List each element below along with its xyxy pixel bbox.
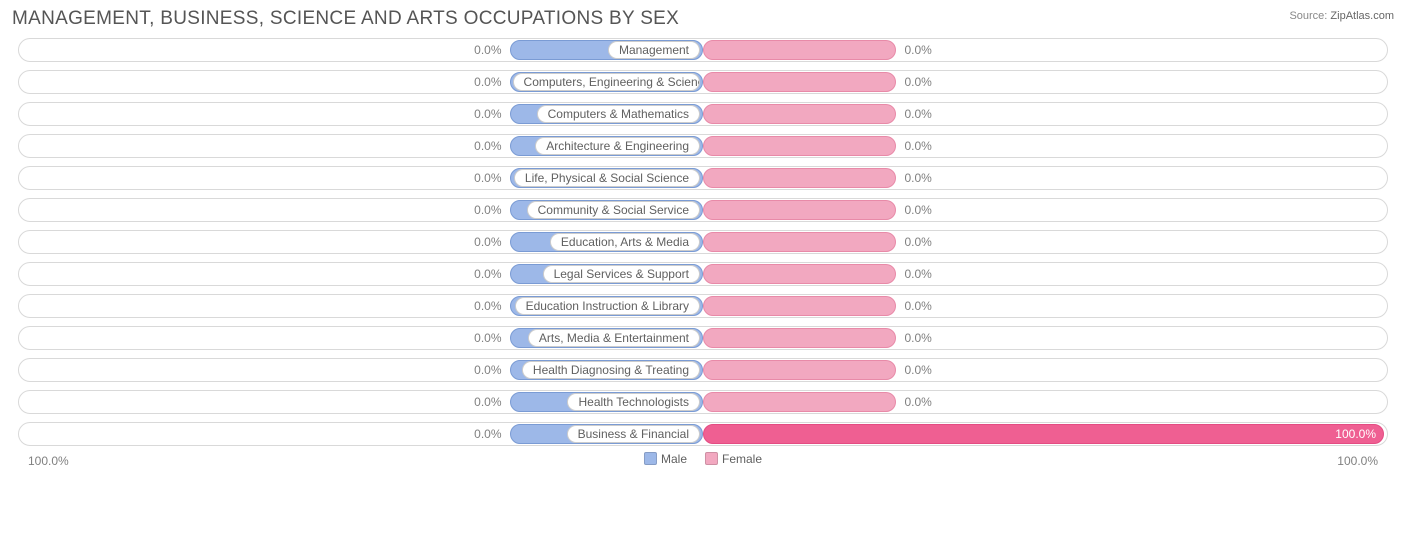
category-label-pill: Arts, Media & Entertainment [528,329,700,347]
source-value: ZipAtlas.com [1330,10,1394,22]
male-value-label: 0.0% [474,171,501,185]
legend: Male Female [644,452,762,466]
male-bar: Business & Financial [510,424,703,444]
male-value-label: 0.0% [474,395,501,409]
female-value-label: 0.0% [904,363,931,377]
female-value-label: 100.0% [1335,427,1376,441]
category-label-pill: Management [608,41,700,59]
chart-row: 0.0% Health Technologists 0.0% [12,388,1394,416]
category-label-pill: Education Instruction & Library [515,297,700,315]
male-bar: Education, Arts & Media [510,232,703,252]
female-value-label: 0.0% [904,267,931,281]
male-value-label: 0.0% [474,299,501,313]
female-value-label: 0.0% [904,171,931,185]
axis-left-label: 100.0% [28,454,69,468]
legend-label: Male [661,452,687,466]
male-value-label: 0.0% [474,331,501,345]
occupations-chart: 0.0% Management 0.0% 0.0% Computers, Enginee… [12,36,1394,448]
category-label-pill: Education, Arts & Media [550,233,700,251]
chart-row: 0.0% Life, Physical & Social Science 0.0% [12,164,1394,192]
category-label-pill: Business & Financial [567,425,700,443]
chart-row: 0.0% Education Instruction & Library 0.0% [12,292,1394,320]
male-bar: Community & Social Service [510,200,703,220]
female-bar [703,392,896,412]
male-bar: Architecture & Engineering [510,136,703,156]
female-value-label: 0.0% [904,203,931,217]
source-attribution: Source: ZipAtlas.com [1289,8,1394,22]
male-value-label: 0.0% [474,363,501,377]
legend-item: Female [705,452,762,466]
female-bar [703,424,1384,444]
legend-swatch [644,452,657,465]
male-bar: Legal Services & Support [510,264,703,284]
chart-row: 0.0% Computers, Engineering & Science 0.0% [12,68,1394,96]
legend-item: Male [644,452,687,466]
male-value-label: 0.0% [474,235,501,249]
chart-row: 0.0% Health Diagnosing & Treating 0.0% [12,356,1394,384]
category-label-pill: Computers, Engineering & Science [513,73,700,91]
male-bar: Management [510,40,703,60]
female-value-label: 0.0% [904,395,931,409]
male-bar: Arts, Media & Entertainment [510,328,703,348]
male-bar: Life, Physical & Social Science [510,168,703,188]
chart-row: 0.0% Management 0.0% [12,36,1394,64]
male-bar: Computers & Mathematics [510,104,703,124]
chart-row: 0.0% Community & Social Service 0.0% [12,196,1394,224]
female-bar [703,40,896,60]
chart-row: 0.0% Legal Services & Support 0.0% [12,260,1394,288]
female-bar [703,72,896,92]
female-bar [703,232,896,252]
chart-row: 0.0% Computers & Mathematics 0.0% [12,100,1394,128]
female-bar [703,328,896,348]
female-bar [703,136,896,156]
category-label-pill: Legal Services & Support [543,265,700,283]
male-value-label: 0.0% [474,75,501,89]
female-value-label: 0.0% [904,75,931,89]
category-label-pill: Architecture & Engineering [535,137,700,155]
source-label: Source: [1289,10,1327,22]
male-value-label: 0.0% [474,203,501,217]
category-label-pill: Life, Physical & Social Science [514,169,700,187]
chart-row: 0.0% Architecture & Engineering 0.0% [12,132,1394,160]
male-bar: Education Instruction & Library [510,296,703,316]
category-label-pill: Computers & Mathematics [537,105,700,123]
female-bar [703,104,896,124]
male-value-label: 0.0% [474,267,501,281]
chart-row: 0.0% Arts, Media & Entertainment 0.0% [12,324,1394,352]
category-label-pill: Health Diagnosing & Treating [522,361,700,379]
female-value-label: 0.0% [904,299,931,313]
female-value-label: 0.0% [904,107,931,121]
female-bar [703,296,896,316]
axis-right-label: 100.0% [1337,454,1378,468]
female-value-label: 0.0% [904,331,931,345]
male-value-label: 0.0% [474,107,501,121]
female-value-label: 0.0% [904,139,931,153]
legend-label: Female [722,452,762,466]
chart-footer: 100.0% 100.0% Male Female [12,452,1394,474]
chart-row: 0.0% Business & Financial 100.0% [12,420,1394,448]
female-bar [703,200,896,220]
legend-swatch [705,452,718,465]
male-value-label: 0.0% [474,139,501,153]
male-bar: Health Diagnosing & Treating [510,360,703,380]
chart-row: 0.0% Education, Arts & Media 0.0% [12,228,1394,256]
chart-title: MANAGEMENT, BUSINESS, SCIENCE AND ARTS O… [12,8,679,30]
female-bar [703,168,896,188]
male-value-label: 0.0% [474,43,501,57]
male-bar: Health Technologists [510,392,703,412]
male-value-label: 0.0% [474,427,501,441]
category-label-pill: Community & Social Service [527,201,700,219]
category-label-pill: Health Technologists [567,393,700,411]
female-bar [703,360,896,380]
male-bar: Computers, Engineering & Science [510,72,703,92]
female-value-label: 0.0% [904,235,931,249]
female-bar [703,264,896,284]
female-value-label: 0.0% [904,43,931,57]
